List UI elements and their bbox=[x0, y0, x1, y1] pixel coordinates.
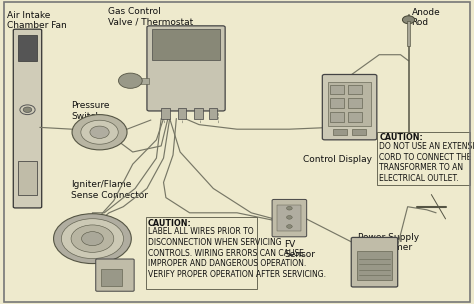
Bar bbox=[330, 98, 344, 108]
Bar bbox=[348, 85, 362, 94]
FancyBboxPatch shape bbox=[96, 259, 134, 291]
FancyBboxPatch shape bbox=[147, 26, 225, 111]
Text: Air Intake
Chamber Fan: Air Intake Chamber Fan bbox=[7, 11, 67, 30]
Bar bbox=[330, 85, 344, 94]
Bar bbox=[194, 108, 203, 119]
Text: Igniter/Flame
Sense Connector: Igniter/Flame Sense Connector bbox=[71, 180, 148, 200]
Text: Pressure
Switch: Pressure Switch bbox=[71, 101, 109, 121]
Circle shape bbox=[23, 107, 32, 112]
Circle shape bbox=[90, 126, 109, 138]
Circle shape bbox=[402, 16, 415, 24]
Bar bbox=[18, 35, 37, 61]
Bar bbox=[330, 112, 344, 122]
Circle shape bbox=[72, 115, 127, 150]
Circle shape bbox=[286, 225, 292, 228]
Circle shape bbox=[118, 73, 142, 88]
Bar bbox=[357, 251, 392, 280]
Bar bbox=[352, 129, 366, 135]
Bar bbox=[348, 98, 362, 108]
FancyBboxPatch shape bbox=[351, 237, 398, 287]
Circle shape bbox=[286, 206, 292, 210]
Bar bbox=[328, 82, 371, 126]
Bar bbox=[348, 112, 362, 122]
Circle shape bbox=[71, 225, 114, 252]
Circle shape bbox=[81, 120, 118, 144]
Bar bbox=[277, 205, 301, 231]
FancyBboxPatch shape bbox=[322, 74, 377, 140]
Circle shape bbox=[54, 214, 131, 264]
Text: Control Display: Control Display bbox=[303, 155, 373, 164]
Text: Power Supply
Transformer: Power Supply Transformer bbox=[358, 233, 419, 252]
Bar bbox=[178, 108, 186, 119]
Bar bbox=[18, 161, 37, 195]
Text: LABEL ALL WIRES PRIOR TO
DISCONNECTION WHEN SERVICING
CONTROLS. WIRING ERRORS CA: LABEL ALL WIRES PRIOR TO DISCONNECTION W… bbox=[148, 227, 326, 279]
FancyBboxPatch shape bbox=[13, 29, 42, 208]
Bar bbox=[407, 21, 410, 46]
Bar bbox=[130, 78, 149, 84]
Bar bbox=[209, 108, 217, 119]
Circle shape bbox=[82, 232, 103, 246]
Bar bbox=[377, 132, 470, 185]
Bar bbox=[161, 108, 170, 119]
Text: CAUTION:: CAUTION: bbox=[379, 133, 423, 143]
Circle shape bbox=[286, 216, 292, 219]
Text: CAUTION:: CAUTION: bbox=[148, 219, 191, 228]
Text: Anode
Rod: Anode Rod bbox=[411, 8, 440, 27]
Text: FV
Sensor: FV Sensor bbox=[284, 240, 315, 259]
Bar bbox=[101, 269, 122, 286]
Text: Gas Control
Valve / Thermostat: Gas Control Valve / Thermostat bbox=[108, 7, 193, 26]
FancyBboxPatch shape bbox=[272, 199, 307, 237]
Bar bbox=[146, 217, 257, 289]
Circle shape bbox=[61, 219, 124, 259]
Bar bbox=[152, 29, 220, 60]
Bar bbox=[333, 129, 347, 135]
Text: DO NOT USE AN EXTENSION
CORD TO CONNECT THE
TRANSFORMER TO AN
ELECTRICAL OUTLET.: DO NOT USE AN EXTENSION CORD TO CONNECT … bbox=[379, 142, 474, 183]
